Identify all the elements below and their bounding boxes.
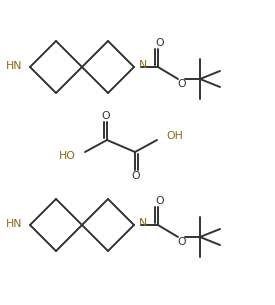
Text: HO: HO [59,151,76,161]
Text: O: O [102,111,110,121]
Text: O: O [178,79,186,89]
Text: HN: HN [6,219,22,229]
Text: OH: OH [166,131,183,141]
Text: N: N [139,60,147,70]
Text: O: O [132,171,140,181]
Text: HN: HN [6,61,22,71]
Text: O: O [178,237,186,247]
Text: O: O [156,38,164,48]
Text: O: O [156,196,164,206]
Text: N: N [139,218,147,228]
